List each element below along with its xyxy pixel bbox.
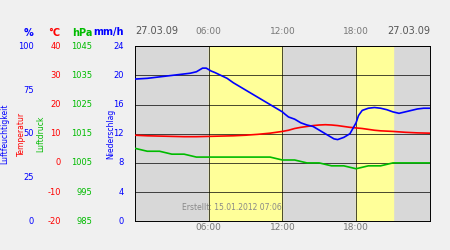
Text: 1005: 1005 [71,158,92,168]
Text: 100: 100 [18,42,34,51]
Text: Niederschlag: Niederschlag [106,108,115,159]
Bar [209,46,283,221]
Text: 30: 30 [50,71,61,80]
Text: Temperatur: Temperatur [17,112,26,156]
Text: 995: 995 [76,188,92,196]
Text: 18:00: 18:00 [343,27,369,36]
Text: 50: 50 [23,129,34,138]
Text: 27.03.09: 27.03.09 [387,26,430,36]
Text: %: % [24,28,34,38]
Text: hPa: hPa [72,28,92,38]
Text: 16: 16 [113,100,124,109]
Text: 985: 985 [76,217,92,226]
Text: 12:00: 12:00 [270,27,295,36]
Text: 40: 40 [50,42,61,51]
Text: 06:00: 06:00 [196,27,221,36]
Text: 10: 10 [50,129,61,138]
Text: 8: 8 [118,158,124,168]
Text: Erstellt: 15.01.2012 07:06: Erstellt: 15.01.2012 07:06 [182,204,282,212]
Text: Luftfeuchtigkeit: Luftfeuchtigkeit [0,104,9,164]
Text: Luftdruck: Luftdruck [36,116,45,152]
Text: 0: 0 [55,158,61,168]
Text: 75: 75 [23,86,34,94]
Bar [356,46,393,221]
Text: -10: -10 [47,188,61,196]
Text: 4: 4 [118,188,124,196]
Text: 1045: 1045 [71,42,92,51]
Text: 1015: 1015 [71,129,92,138]
Text: 1025: 1025 [71,100,92,109]
Text: 27.03.09: 27.03.09 [135,26,178,36]
Text: mm/h: mm/h [93,28,124,38]
Text: 20: 20 [113,71,124,80]
Text: -20: -20 [47,217,61,226]
Text: 12: 12 [113,129,124,138]
Text: 20: 20 [50,100,61,109]
Text: 24: 24 [113,42,124,51]
Text: 25: 25 [23,173,34,182]
Text: 0: 0 [118,217,124,226]
Text: 1035: 1035 [71,71,92,80]
Text: 0: 0 [28,217,34,226]
Text: °C: °C [49,28,61,38]
